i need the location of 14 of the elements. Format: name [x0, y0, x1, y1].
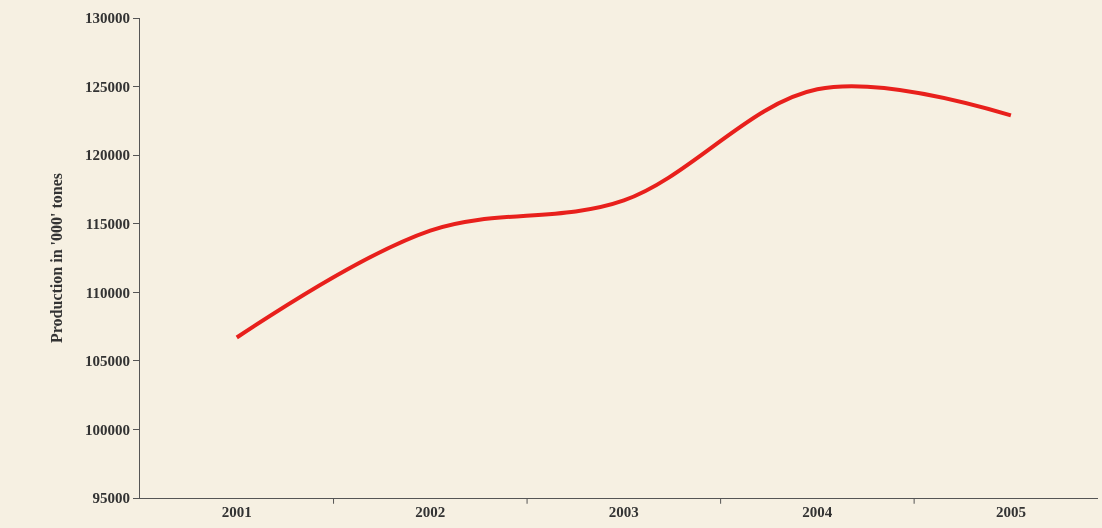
y-tick-label: 110000 [85, 284, 130, 301]
x-tick-label: 2004 [802, 504, 833, 520]
y-axis-title: Production in '000' tones [47, 173, 65, 343]
x-tick-label: 2001 [221, 504, 252, 520]
y-tick-label: 125000 [85, 78, 130, 95]
y-tick-label: 130000 [85, 10, 130, 27]
x-tick-label: 2003 [608, 504, 639, 520]
y-tick-label: 115000 [85, 215, 130, 232]
x-tick-label: 2002 [415, 504, 446, 520]
x-tick-label: 2005 [995, 504, 1026, 520]
y-tick-label: 95000 [92, 490, 130, 507]
y-tick-label: 120000 [85, 147, 130, 164]
y-tick-label: 105000 [85, 353, 130, 370]
y-tick-label: 100000 [85, 421, 130, 438]
